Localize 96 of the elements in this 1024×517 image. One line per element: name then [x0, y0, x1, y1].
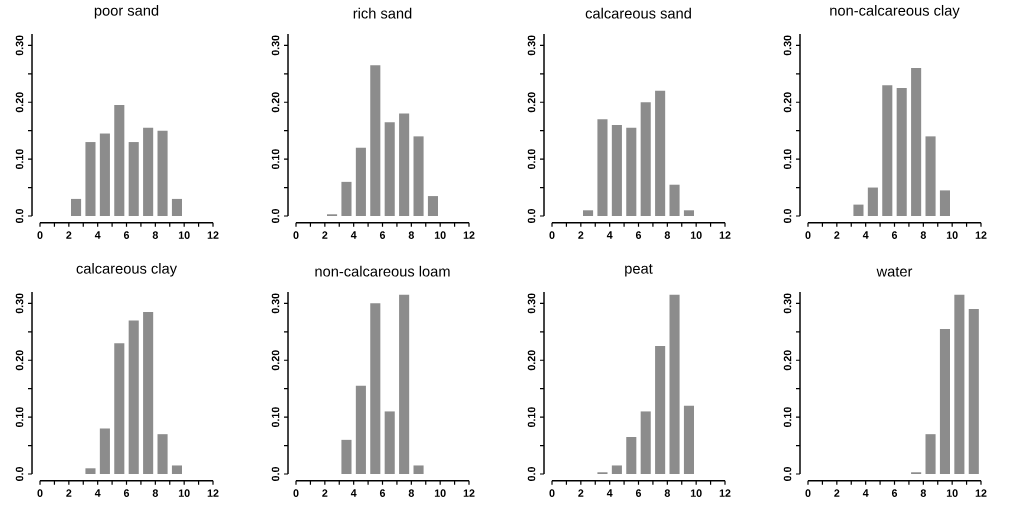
x-tick-label: 2 [322, 489, 328, 497]
y-tick-label: 0.30 [783, 293, 792, 314]
y-tick-label: 0.0 [15, 467, 24, 481]
y-tick-label: 0.20 [271, 350, 280, 371]
y-tick-label: 0.10 [527, 149, 536, 170]
chart-title: non-calcareous clay [830, 4, 960, 19]
y-tick-label: 0.10 [15, 407, 24, 428]
chart-title: rich sand [353, 7, 412, 19]
y-tick-label: 0.20 [15, 350, 24, 371]
y-tick-label: 0.10 [783, 149, 792, 170]
x-tick-label: 8 [408, 231, 414, 239]
x-tick-label: 10 [946, 489, 958, 497]
x-tick-label: 8 [152, 231, 158, 239]
x-tick-label: 4 [862, 231, 869, 239]
y-tick-label: 0.0 [527, 467, 536, 481]
y-tick-label: 0.30 [15, 293, 24, 314]
x-tick-label: 10 [434, 231, 446, 239]
x-tick-label: 10 [690, 231, 702, 239]
y-tick-label: 0.0 [783, 209, 792, 223]
x-tick-label: 6 [379, 489, 386, 497]
y-tick-label: 0.10 [527, 407, 536, 428]
x-tick-label: 0 [37, 489, 43, 497]
x-tick-label: 6 [891, 231, 898, 239]
x-tick-label: 12 [207, 489, 219, 497]
x-tick-label: 6 [635, 489, 642, 497]
y-tick-label: 0.0 [271, 467, 280, 481]
y-tick-label: 0.30 [527, 293, 536, 314]
chart-title: peat [625, 264, 653, 277]
x-tick-label: 6 [379, 231, 386, 239]
x-tick-label: 4 [94, 231, 101, 239]
x-tick-label: 4 [606, 231, 613, 239]
x-tick-label: 0 [37, 231, 43, 239]
y-tick-label: 0.0 [271, 209, 280, 223]
y-tick-label: 0.30 [271, 293, 280, 314]
y-tick-label: 0.10 [271, 149, 280, 170]
chart-title: water [876, 267, 913, 277]
x-tick-label: 4 [350, 489, 357, 497]
x-tick-label: 12 [463, 231, 475, 239]
y-tick-label: 0.10 [271, 407, 280, 428]
y-tick-label: 0.20 [783, 350, 792, 371]
y-tick-label: 0.20 [271, 92, 280, 113]
y-tick-label: 0.10 [15, 149, 24, 170]
x-tick-label: 0 [293, 231, 299, 239]
x-tick-label: 10 [178, 231, 190, 239]
x-tick-label: 2 [834, 231, 840, 239]
x-tick-label: 8 [408, 489, 414, 497]
y-tick-label: 0.20 [783, 92, 792, 113]
x-tick-label: 6 [123, 231, 130, 239]
x-tick-label: 8 [920, 231, 926, 239]
y-tick-label: 0.0 [783, 467, 792, 481]
chart-title: calcareous sand [585, 7, 691, 19]
y-tick-label: 0.30 [271, 35, 280, 56]
x-tick-label: 4 [862, 489, 869, 497]
x-tick-label: 0 [549, 231, 555, 239]
y-tick-label: 0.30 [783, 35, 792, 56]
x-tick-label: 12 [719, 231, 731, 239]
x-tick-label: 0 [549, 489, 555, 497]
x-tick-label: 0 [293, 489, 299, 497]
x-tick-label: 12 [463, 489, 475, 497]
x-tick-label: 2 [578, 489, 584, 497]
x-tick-label: 0 [805, 231, 811, 239]
x-tick-label: 8 [664, 231, 670, 239]
x-tick-label: 12 [719, 489, 731, 497]
x-tick-label: 6 [891, 489, 898, 497]
x-tick-label: 12 [975, 231, 987, 239]
x-tick-label: 10 [690, 489, 702, 497]
x-tick-label: 8 [152, 489, 158, 497]
chart-title: calcareous clay [76, 262, 177, 277]
x-tick-label: 6 [635, 231, 642, 239]
x-tick-label: 2 [66, 231, 72, 239]
y-tick-label: 0.20 [527, 350, 536, 371]
x-tick-label: 10 [946, 231, 958, 239]
y-tick-label: 0.30 [15, 35, 24, 56]
x-tick-label: 8 [920, 489, 926, 497]
chart-title: poor sand [94, 4, 159, 19]
x-tick-label: 8 [664, 489, 670, 497]
y-tick-label: 0.20 [527, 92, 536, 113]
x-tick-label: 4 [94, 489, 101, 497]
y-tick-label: 0.0 [527, 209, 536, 223]
y-tick-label: 0.10 [783, 407, 792, 428]
x-tick-label: 10 [434, 489, 446, 497]
x-tick-label: 2 [66, 489, 72, 497]
y-tick-label: 0.0 [15, 209, 24, 223]
y-tick-label: 0.20 [15, 92, 24, 113]
x-tick-label: 2 [322, 231, 328, 239]
y-tick-label: 0.30 [527, 35, 536, 56]
x-tick-label: 10 [178, 489, 190, 497]
x-tick-label: 12 [207, 231, 219, 239]
x-tick-label: 12 [975, 489, 987, 497]
x-tick-label: 4 [606, 489, 613, 497]
x-tick-label: 0 [805, 489, 811, 497]
x-tick-label: 2 [578, 231, 584, 239]
x-tick-label: 6 [123, 489, 130, 497]
chart-title: non-calcareous loam [315, 265, 450, 277]
x-tick-label: 4 [350, 231, 357, 239]
x-tick-label: 2 [834, 489, 840, 497]
